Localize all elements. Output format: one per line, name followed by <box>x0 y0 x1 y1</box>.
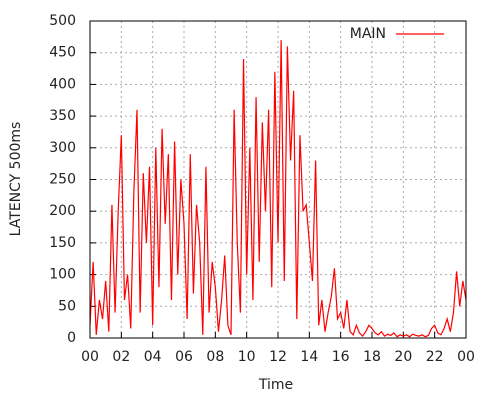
y-tick-label: 200 <box>49 203 76 219</box>
x-tick-label: 22 <box>426 349 444 365</box>
x-axis-label: Time <box>258 377 293 393</box>
x-tick-label: 12 <box>269 349 287 365</box>
x-tick-label: 00 <box>81 349 99 365</box>
y-tick-label: 50 <box>58 298 76 314</box>
x-tick-label: 16 <box>332 349 350 365</box>
data-line <box>89 40 467 338</box>
y-tick-label: 300 <box>49 140 76 156</box>
legend-label: MAIN <box>350 26 386 42</box>
x-tick-label: 02 <box>112 349 130 365</box>
x-tick-label: 04 <box>144 349 162 365</box>
y-axis-label: LATENCY 500ms <box>8 122 24 237</box>
x-tick-label: 20 <box>394 349 412 365</box>
x-tick-label: 00 <box>457 349 475 365</box>
y-tick-label: 250 <box>49 172 76 188</box>
y-tick-label: 150 <box>49 235 76 251</box>
x-tick-label: 18 <box>363 349 381 365</box>
y-tick-label: 100 <box>49 267 76 283</box>
plot-frame <box>89 20 467 339</box>
y-tick-label: 450 <box>49 45 76 61</box>
y-tick-label: 0 <box>67 330 76 346</box>
x-tick-label: 14 <box>300 349 318 365</box>
x-tick-label: 06 <box>175 349 193 365</box>
y-tick-label: 400 <box>49 76 76 92</box>
x-tick-label: 10 <box>238 349 256 365</box>
y-tick-label: 350 <box>49 108 76 124</box>
x-tick-label: 08 <box>206 349 224 365</box>
y-tick-label: 500 <box>49 13 76 29</box>
